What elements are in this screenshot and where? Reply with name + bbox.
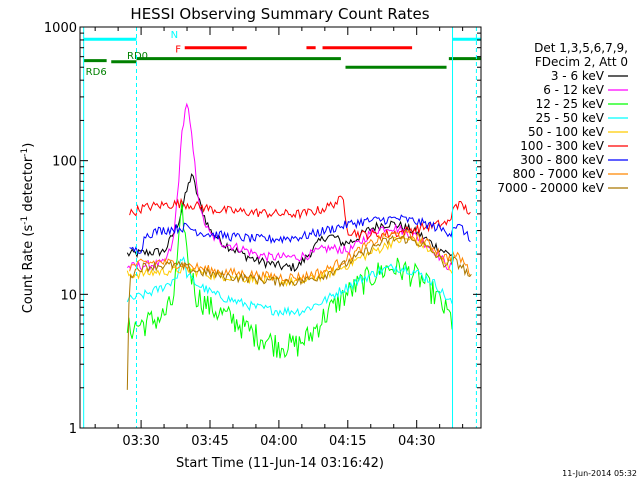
vertical-markers [83,27,477,428]
legend-entry-label-8: 7000 - 20000 keV [497,181,604,195]
x-tick-label-0: 03:30 [122,434,159,449]
series-line-0 [126,173,453,272]
legend-entry-label-7: 800 - 7000 keV [513,167,605,181]
y-label-mid: detector [21,156,36,216]
legend-entry-label-6: 300 - 800 keV [520,153,604,167]
timestamp: 11-Jun-2014 05:32 [562,469,637,478]
series-layer [126,102,472,390]
series-line-3 [126,256,453,317]
x-tick-label-1: 03:45 [191,434,228,449]
legend: Det 1,3,5,6,7,9, FDecim 2, Att 0 3 - 6 k… [497,41,628,195]
series-line-8 [126,234,472,390]
bar-label-2: N [171,30,178,41]
legend-header-1: Det 1,3,5,6,7,9, [534,41,628,55]
observing-bars: RD6 RD0 NF [83,30,481,78]
legend-entry-label-5: 100 - 300 keV [520,139,604,153]
x-tick-label-3: 04:15 [329,434,366,449]
y-label-sup: -1 [20,216,30,225]
series-line-5 [129,195,471,241]
y-axis-label: Count Rate (s-1 detector-1) [20,143,36,314]
bar-label-1: RD0 [127,51,148,62]
series-line-2 [126,200,453,359]
y-label-sup-2: -1 [20,148,30,157]
bar-label-3: F [175,45,181,56]
x-tick-label-2: 04:00 [260,434,297,449]
plot-frame [79,26,482,429]
x-tick-label-4: 04:30 [398,434,435,449]
legend-entry-label-1: 6 - 12 keV [543,83,605,97]
y-tick-label-0: 1 [69,422,77,437]
legend-entry-label-3: 25 - 50 keV [536,111,605,125]
y-tick-label-1: 10 [60,288,77,303]
axes: 1 10 100 1000 03:30 03:45 04:00 04:15 04:30 [44,21,481,449]
y-tick-label-3: 1000 [44,21,77,36]
series-line-1 [126,102,453,272]
x-axis-label: Start Time (11-Jun-14 03:16:42) [176,456,384,471]
series-line-7 [129,229,471,282]
bar-label-0: RD6 [86,67,107,78]
y-tick-label-2: 100 [52,155,77,170]
y-label-end: ) [21,143,36,148]
legend-header-2: FDecim 2, Att 0 [535,55,628,69]
legend-entry-label-2: 12 - 25 keV [536,97,605,111]
chart-title: HESSI Observing Summary Count Rates [130,5,429,23]
series-line-6 [129,214,471,254]
legend-entry-label-4: 50 - 100 keV [528,125,605,139]
y-label-main: Count Rate (s [21,225,36,314]
legend-entry-label-0: 3 - 6 keV [551,69,605,83]
